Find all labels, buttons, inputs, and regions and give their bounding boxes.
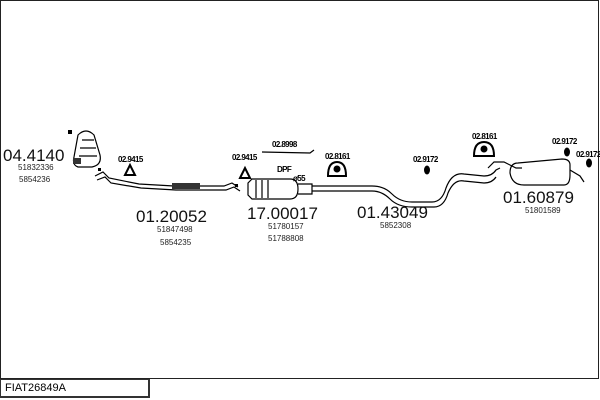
diagram-frame xyxy=(0,0,599,379)
gasket-icon xyxy=(238,165,252,179)
oem-number: 5852308 xyxy=(380,221,412,230)
accessory-ref: 02.8998 xyxy=(272,140,298,149)
diagram-code: FIAT26849A xyxy=(0,379,150,398)
catalytic-converter xyxy=(68,130,101,171)
hanger-icon xyxy=(472,140,496,157)
accessory-ref: 02.8161 xyxy=(472,132,498,141)
diameter-label: ø55 xyxy=(293,174,306,183)
accessory-ref: 02.9172 xyxy=(413,155,439,164)
oem-number: 51788808 xyxy=(268,234,304,243)
accessory-ref: 02.9172 xyxy=(576,150,600,159)
accessory-ref: 02.8161 xyxy=(325,152,351,161)
hanger-icon xyxy=(326,160,348,177)
oem-number: 51780157 xyxy=(268,222,304,231)
center-pipe xyxy=(312,167,501,208)
oem-number: 51832336 xyxy=(18,163,54,172)
rear-muffler xyxy=(487,158,585,186)
rubber-mount-icon xyxy=(424,165,430,175)
accessory-ref: 02.9415 xyxy=(232,153,258,162)
rubber-mount-icon xyxy=(586,158,592,168)
part-number: 01.20052 xyxy=(136,207,207,226)
front-pipe xyxy=(94,171,241,192)
gasket-icon xyxy=(123,162,137,176)
accessory-ref: 02.9415 xyxy=(118,155,144,164)
part-number: 17.00017 xyxy=(247,204,318,223)
part-number: 01.60879 xyxy=(503,188,574,207)
oem-number: 51847498 xyxy=(157,225,193,234)
part-number: 04.4140 xyxy=(3,146,64,165)
oem-number: 5854236 xyxy=(19,175,51,184)
accessory-ref: 02.9172 xyxy=(552,137,578,146)
oem-number: 5854235 xyxy=(160,238,192,247)
clamp-line xyxy=(261,149,315,154)
oem-number: 51801589 xyxy=(525,206,561,215)
dpf-label: DPF xyxy=(277,165,292,174)
dpf-filter xyxy=(247,178,313,200)
part-number: 01.43049 xyxy=(357,203,428,222)
rubber-mount-icon xyxy=(564,147,570,157)
